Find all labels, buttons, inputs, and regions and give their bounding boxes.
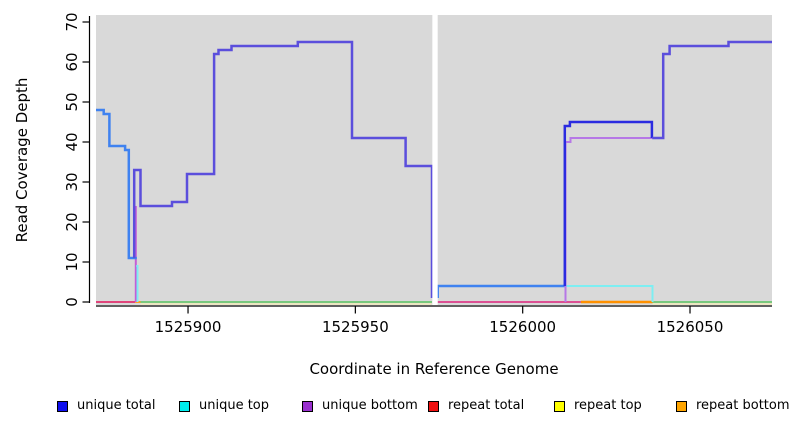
- y-tick-label: 10: [63, 252, 81, 271]
- y-tick-label: 40: [63, 132, 81, 151]
- series-segment-cyan-spike-left: [136, 265, 139, 302]
- x-tick-label: 1526000: [489, 318, 556, 336]
- series-segment-blue-right: [563, 120, 654, 286]
- series-segment-lightblue-left: [96, 108, 137, 260]
- coverage-gap-band: [432, 14, 438, 306]
- x-tick-label: 1525950: [322, 318, 389, 336]
- series-segment-lightblue-right: [436, 284, 565, 298]
- series-segment-violet-left: [132, 40, 434, 298]
- y-tick-label: 50: [63, 92, 81, 111]
- x-axis-title: Coordinate in Reference Genome: [309, 360, 559, 378]
- series-segment-cyan-right: [564, 285, 654, 302]
- x-tick-label: 1525900: [155, 318, 222, 336]
- y-tick-label: 70: [63, 12, 81, 31]
- y-tick-label: 0: [63, 297, 81, 307]
- y-tick-label: 20: [63, 212, 81, 231]
- y-tick-label: 30: [63, 172, 81, 191]
- series-segment-violet-right: [652, 40, 772, 140]
- x-tick-label: 1526050: [657, 318, 724, 336]
- y-axis-title: Read Coverage Depth: [13, 77, 31, 243]
- y-tick-label: 60: [63, 52, 81, 71]
